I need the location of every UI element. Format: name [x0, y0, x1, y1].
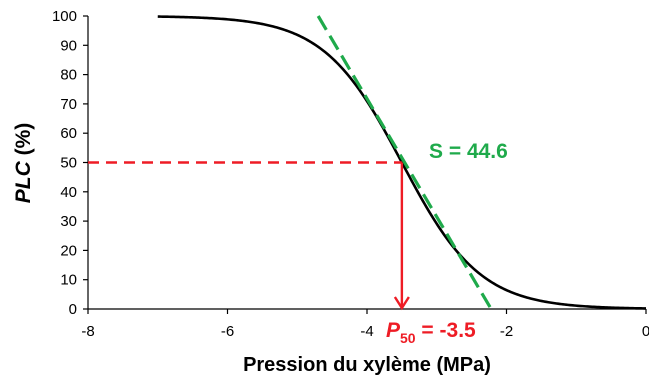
x-tick-label--2: -2 — [500, 323, 513, 340]
p50-arrowhead — [393, 296, 410, 311]
p50-value: = -3.5 — [416, 319, 476, 342]
y-axis-title: PLC (%) — [12, 123, 35, 204]
x-tick-label--8: -8 — [81, 323, 94, 340]
y-tick-label-50: 50 — [60, 155, 77, 172]
labels-layer: 0 10 20 30 40 50 60 70 80 90 100 -8 -6 -4 -2 0 Pression … — [12, 8, 649, 376]
p50-subscript: 50 — [400, 330, 416, 346]
y-tick-label-30: 30 — [60, 213, 77, 230]
y-tick-label-90: 90 — [60, 37, 77, 54]
p50-symbol: P — [386, 319, 401, 342]
y-tick-label-40: 40 — [60, 184, 77, 201]
y-axis-title-plc: PLC — [12, 160, 35, 203]
x-tick-label--4: -4 — [360, 323, 373, 340]
y-tick-label-10: 10 — [60, 272, 77, 289]
y-tick-label-0: 0 — [69, 301, 77, 318]
x-tick-label-0: 0 — [642, 323, 649, 340]
y-tick-label-100: 100 — [52, 8, 77, 25]
y-tick-label-20: 20 — [60, 242, 77, 259]
tangent-line — [316, 15, 493, 310]
slope-annotation: S = 44.6 — [429, 140, 508, 163]
y-tick-label-70: 70 — [60, 96, 77, 113]
y-axis-title-unit: (%) — [12, 123, 35, 162]
y-tick-label-80: 80 — [60, 67, 77, 84]
annotation-layer: S = 44.6 P50 = -3.5 — [88, 140, 508, 346]
p50-annotation: P50 = -3.5 — [386, 319, 476, 346]
axes-layer — [83, 15, 647, 314]
x-tick-label--6: -6 — [221, 323, 234, 340]
x-axis-title: Pression du xylème (MPa) — [243, 354, 491, 376]
y-tick-label-60: 60 — [60, 125, 77, 142]
